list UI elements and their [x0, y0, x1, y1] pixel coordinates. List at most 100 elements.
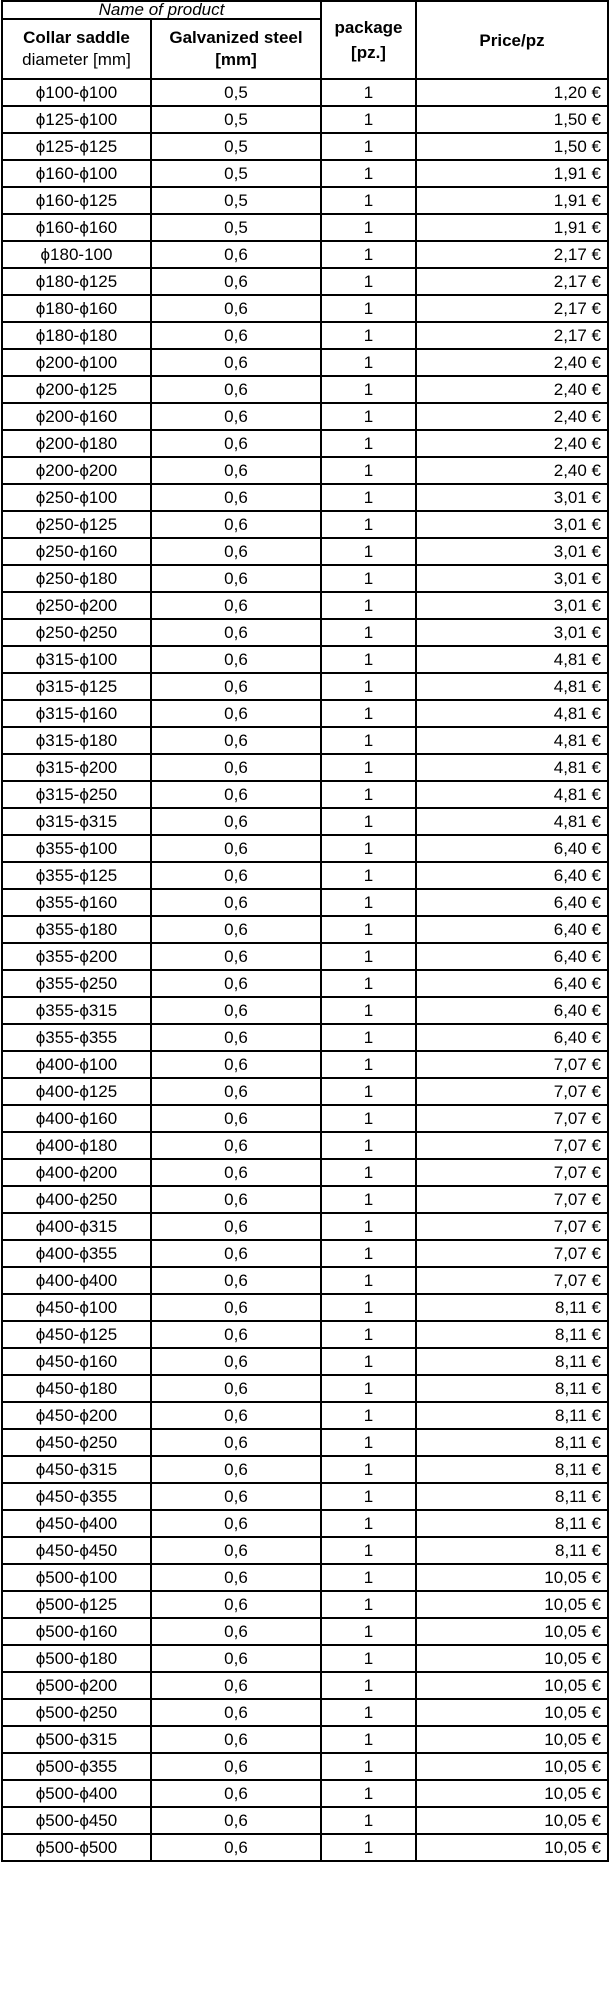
table-row: ϕ250-ϕ125 0,6 1 3,01 €: [1, 510, 609, 539]
price-cell: 8,11 €: [415, 1536, 609, 1565]
thickness-cell: 0,6: [150, 1644, 322, 1673]
thickness-cell: 0,6: [150, 996, 322, 1025]
diameter-cell: ϕ450-ϕ180: [1, 1374, 152, 1403]
price-cell: 8,11 €: [415, 1347, 609, 1376]
price-cell: 8,11 €: [415, 1374, 609, 1403]
diameter-cell: ϕ400-ϕ355: [1, 1239, 152, 1268]
diameter-cell: ϕ180-ϕ180: [1, 321, 152, 350]
header-row-group: Name of product package [pz.] Price/pz: [1, 0, 609, 80]
diameter-cell: ϕ315-ϕ200: [1, 753, 152, 782]
thickness-cell: 0,6: [150, 1374, 322, 1403]
price-cell: 1,50 €: [415, 105, 609, 134]
table-row: ϕ355-ϕ315 0,6 1 6,40 €: [1, 996, 609, 1025]
package-cell: 1: [320, 105, 417, 134]
header-row-sub: Collar saddle diameter [mm] Galvanized st…: [1, 18, 608, 80]
price-cell: 6,40 €: [415, 996, 609, 1025]
thickness-cell: 0,6: [150, 1698, 322, 1727]
price-cell: 10,05 €: [415, 1725, 609, 1754]
table-row: ϕ400-ϕ125 0,6 1 7,07 €: [1, 1077, 609, 1106]
diameter-cell: ϕ400-ϕ100: [1, 1050, 152, 1079]
price-cell: 2,17 €: [415, 321, 609, 350]
diameter-cell: ϕ200-ϕ200: [1, 456, 152, 485]
package-header-line2: [pz.]: [351, 43, 386, 62]
thickness-cell: 0,6: [150, 1833, 322, 1862]
table-row: ϕ400-ϕ400 0,6 1 7,07 €: [1, 1266, 609, 1295]
price-cell: 10,05 €: [415, 1590, 609, 1619]
price-cell: 2,17 €: [415, 240, 609, 269]
package-cell: 1: [320, 1266, 417, 1295]
diameter-cell: ϕ180-ϕ125: [1, 267, 152, 296]
thickness-cell: 0,6: [150, 564, 322, 593]
thickness-cell: 0,6: [150, 348, 322, 377]
price-cell: 6,40 €: [415, 915, 609, 944]
table-row: ϕ355-ϕ160 0,6 1 6,40 €: [1, 888, 609, 917]
package-cell: 1: [320, 1590, 417, 1619]
diameter-cell: ϕ400-ϕ200: [1, 1158, 152, 1187]
diameter-cell: ϕ400-ϕ250: [1, 1185, 152, 1214]
table-row: ϕ400-ϕ200 0,6 1 7,07 €: [1, 1158, 609, 1187]
table-row: ϕ160-ϕ125 0,5 1 1,91 €: [1, 186, 609, 215]
thickness-cell: 0,6: [150, 1023, 322, 1052]
price-cell: 10,05 €: [415, 1806, 609, 1835]
thickness-cell: 0,6: [150, 1752, 322, 1781]
thickness-cell: 0,6: [150, 510, 322, 539]
thickness-cell: 0,6: [150, 1428, 322, 1457]
thickness-cell: 0,6: [150, 267, 322, 296]
package-cell: 1: [320, 1158, 417, 1187]
thickness-cell: 0,6: [150, 1455, 322, 1484]
table-row: ϕ250-ϕ250 0,6 1 3,01 €: [1, 618, 609, 647]
table-row: ϕ450-ϕ100 0,6 1 8,11 €: [1, 1293, 609, 1322]
diameter-cell: ϕ450-ϕ250: [1, 1428, 152, 1457]
diameter-cell: ϕ400-ϕ160: [1, 1104, 152, 1133]
package-cell: 1: [320, 159, 417, 188]
price-cell: 6,40 €: [415, 888, 609, 917]
price-cell: 8,11 €: [415, 1401, 609, 1430]
package-cell: 1: [320, 1077, 417, 1106]
price-cell: 7,07 €: [415, 1158, 609, 1187]
diameter-cell: ϕ315-ϕ100: [1, 645, 152, 674]
package-cell: 1: [320, 645, 417, 674]
price-cell: 2,17 €: [415, 267, 609, 296]
price-cell: 6,40 €: [415, 969, 609, 998]
price-cell: 2,40 €: [415, 456, 609, 485]
table-row: ϕ355-ϕ200 0,6 1 6,40 €: [1, 942, 609, 971]
price-cell: 4,81 €: [415, 780, 609, 809]
diameter-cell: ϕ315-ϕ125: [1, 672, 152, 701]
package-cell: 1: [320, 1671, 417, 1700]
thickness-cell: 0,6: [150, 1293, 322, 1322]
price-cell: 3,01 €: [415, 483, 609, 512]
table-row: ϕ500-ϕ200 0,6 1 10,05 €: [1, 1671, 609, 1700]
thickness-cell: 0,6: [150, 753, 322, 782]
thickness-cell: 0,6: [150, 1779, 322, 1808]
diameter-cell: ϕ180-100: [1, 240, 152, 269]
package-cell: 1: [320, 1293, 417, 1322]
price-cell: 1,91 €: [415, 186, 609, 215]
thickness-cell: 0,5: [150, 78, 322, 107]
diameter-cell: ϕ315-ϕ250: [1, 780, 152, 809]
diameter-cell: ϕ250-ϕ100: [1, 483, 152, 512]
table-row: ϕ400-ϕ180 0,6 1 7,07 €: [1, 1131, 609, 1160]
thickness-cell: 0,6: [150, 645, 322, 674]
package-cell: 1: [320, 591, 417, 620]
diameter-cell: ϕ315-ϕ180: [1, 726, 152, 755]
thickness-cell: 0,6: [150, 1536, 322, 1565]
diameter-cell: ϕ450-ϕ125: [1, 1320, 152, 1349]
thickness-cell: 0,6: [150, 699, 322, 728]
diameter-cell: ϕ500-ϕ160: [1, 1617, 152, 1646]
price-cell: 7,07 €: [415, 1239, 609, 1268]
price-cell: 4,81 €: [415, 699, 609, 728]
diameter-cell: ϕ450-ϕ160: [1, 1347, 152, 1376]
package-cell: 1: [320, 1752, 417, 1781]
price-cell: 10,05 €: [415, 1698, 609, 1727]
diameter-cell: ϕ355-ϕ180: [1, 915, 152, 944]
thickness-cell: 0,6: [150, 429, 322, 458]
thickness-cell: 0,6: [150, 1077, 322, 1106]
thickness-cell: 0,6: [150, 240, 322, 269]
table-row: ϕ450-ϕ355 0,6 1 8,11 €: [1, 1482, 609, 1511]
package-cell: 1: [320, 1374, 417, 1403]
thickness-cell: 0,5: [150, 186, 322, 215]
table-row: ϕ125-ϕ125 0,5 1 1,50 €: [1, 132, 609, 161]
price-cell: 2,17 €: [415, 294, 609, 323]
package-cell: 1: [320, 807, 417, 836]
table-row: ϕ160-ϕ100 0,5 1 1,91 €: [1, 159, 609, 188]
